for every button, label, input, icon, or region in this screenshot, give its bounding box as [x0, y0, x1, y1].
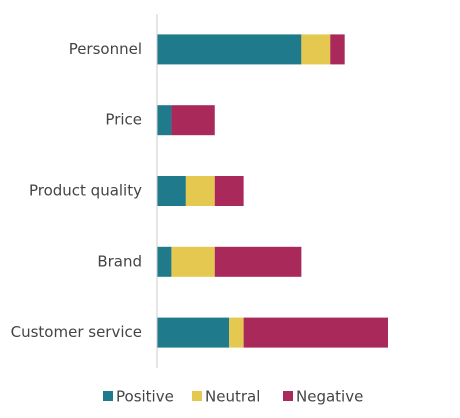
- bar-segment: [171, 246, 215, 277]
- bar-segment: [243, 317, 388, 348]
- legend-swatch: [192, 391, 202, 401]
- bar-segment: [171, 105, 215, 136]
- bar-segment: [214, 176, 244, 206]
- bar-segment: [157, 176, 186, 206]
- bar-segment: [157, 34, 302, 65]
- bar-segment: [301, 34, 331, 65]
- legend-swatch: [103, 391, 113, 401]
- y-tick-label: Product quality: [29, 182, 142, 200]
- y-tick-label: Customer service: [11, 323, 142, 341]
- bar-segment: [214, 246, 302, 277]
- bar-segment: [229, 317, 244, 348]
- bar-segment: [157, 105, 172, 136]
- bar-segment: [185, 176, 215, 206]
- bar-segment: [330, 34, 345, 65]
- bar-segment: [157, 317, 230, 348]
- legend-swatch: [283, 391, 293, 401]
- y-tick-label: Personnel: [69, 40, 142, 58]
- y-tick-label: Brand: [97, 252, 142, 270]
- bar-segment: [157, 246, 172, 277]
- y-tick-label: Price: [105, 111, 142, 129]
- legend-label: Negative: [296, 388, 363, 406]
- legend-label: Neutral: [205, 388, 260, 406]
- legend-label: Positive: [116, 388, 174, 406]
